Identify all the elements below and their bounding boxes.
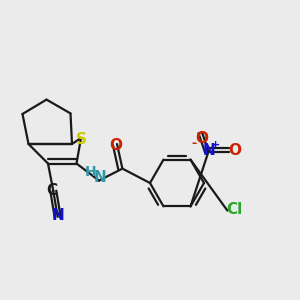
Text: C: C [46, 183, 58, 198]
Text: N: N [93, 170, 106, 185]
Text: O: O [229, 143, 242, 158]
Text: N: N [52, 208, 64, 224]
Text: Cl: Cl [226, 202, 242, 217]
Text: O: O [109, 138, 122, 153]
Text: +: + [211, 140, 220, 151]
Text: -: - [192, 137, 197, 151]
Text: N: N [203, 143, 215, 158]
Text: H: H [85, 165, 96, 178]
Text: S: S [76, 132, 86, 147]
Text: O: O [195, 131, 208, 146]
